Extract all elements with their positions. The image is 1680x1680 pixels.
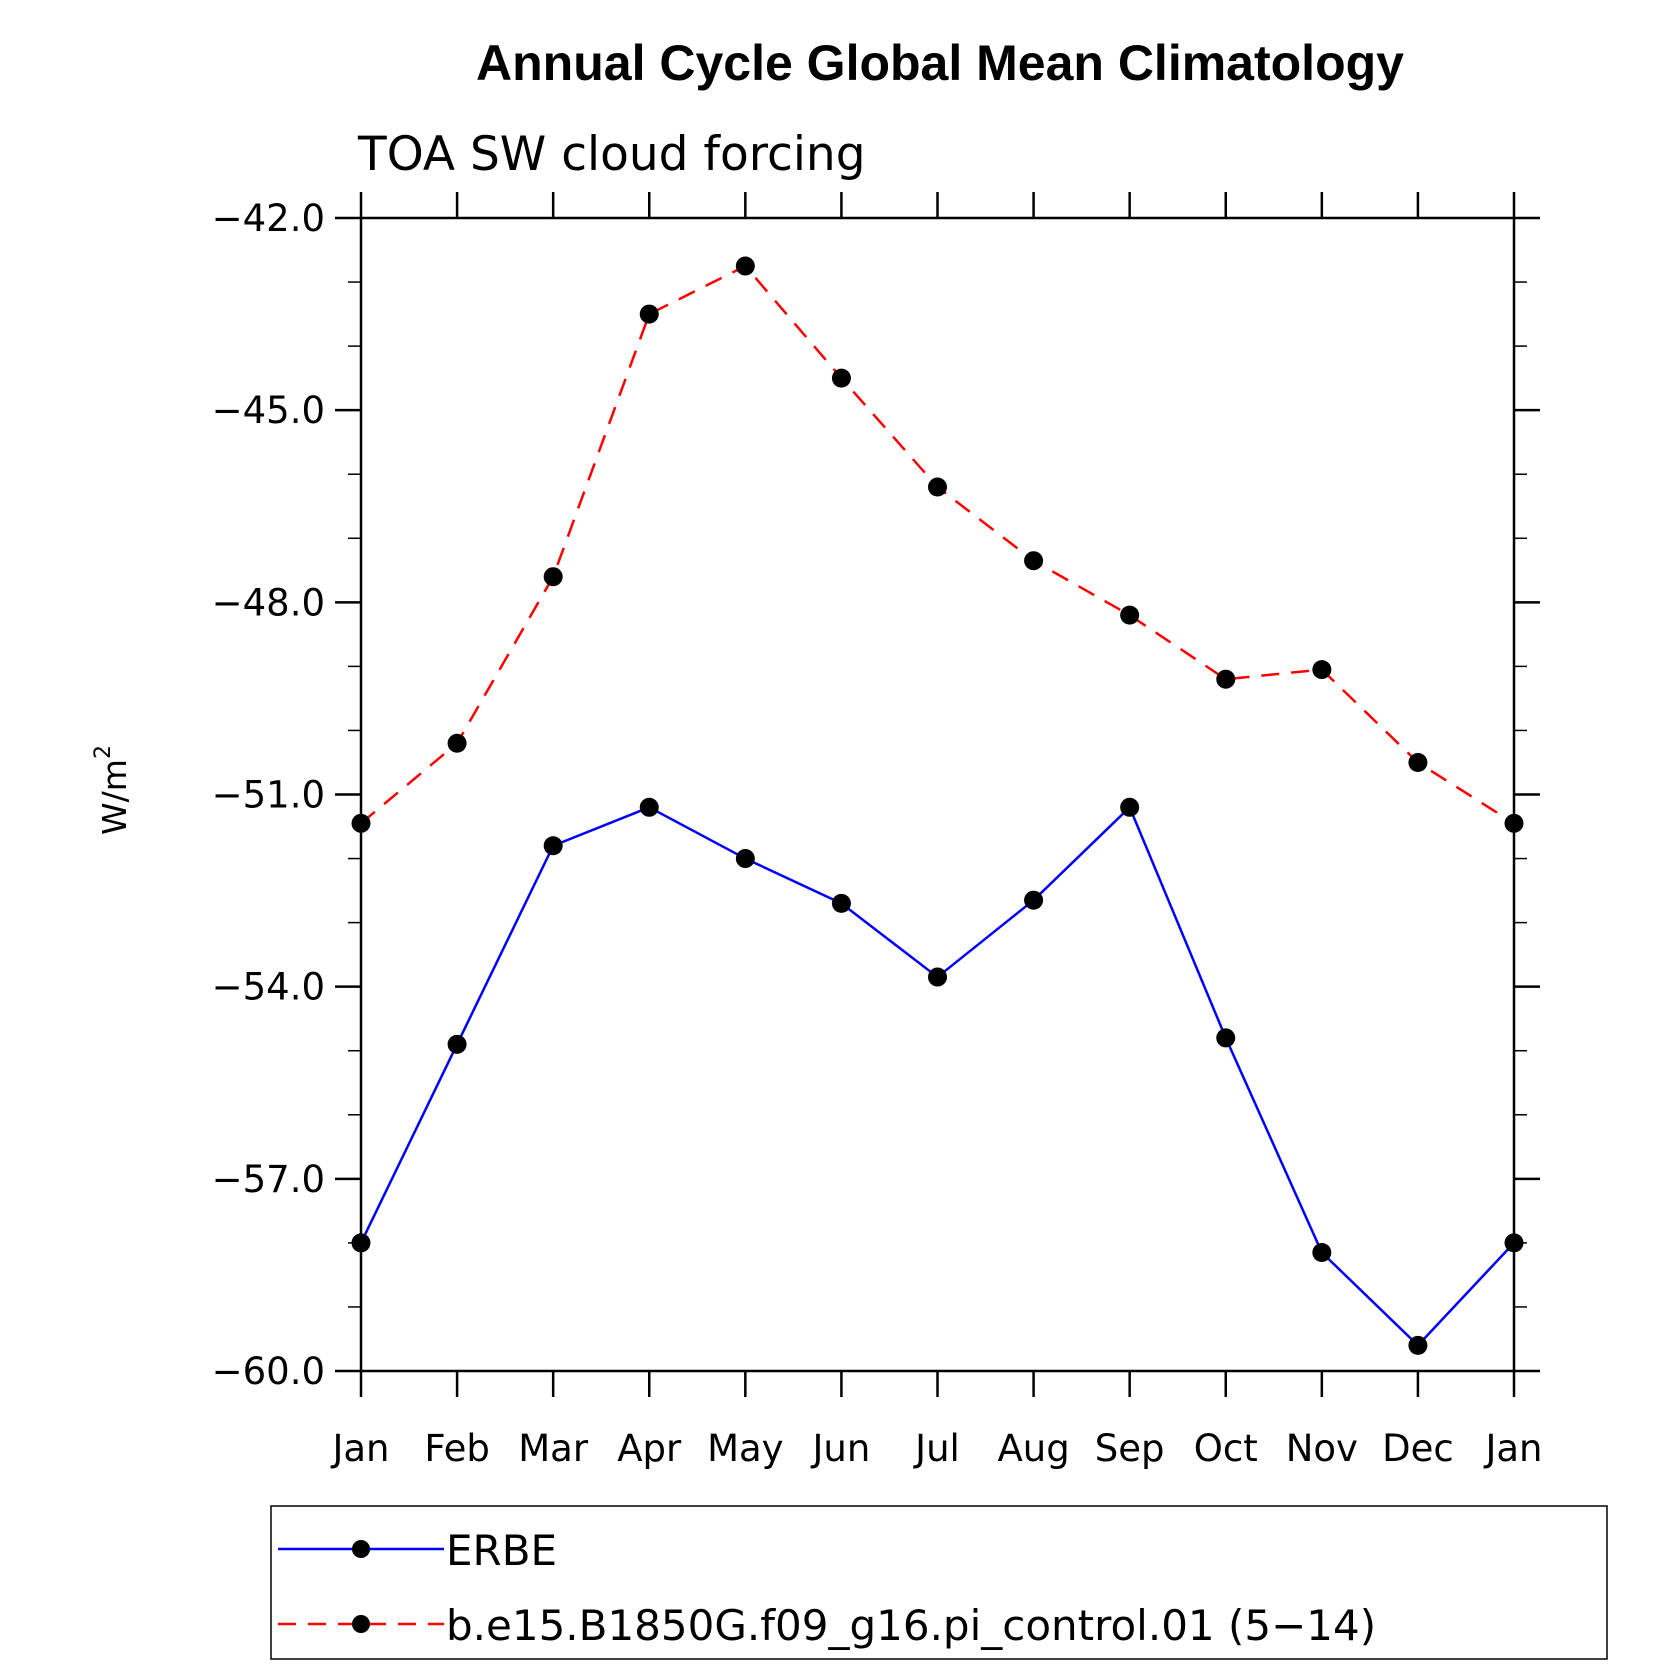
x-tick-label: Dec (1382, 1427, 1454, 1470)
data-point-series-0 (1408, 1335, 1428, 1355)
data-point-series-1 (831, 368, 851, 388)
x-tick-label: Oct (1194, 1427, 1258, 1470)
data-point-series-0 (928, 967, 947, 987)
y-tick-label: −54.0 (212, 966, 325, 1009)
legend-marker-erbe (352, 1540, 370, 1558)
data-point-series-0 (1024, 890, 1044, 910)
x-tick-label: May (707, 1427, 784, 1470)
data-point-series-1 (1216, 669, 1236, 689)
axes: Jan Feb Mar Apr May Jun Jul Aug Sep Oct Nov Dec Jan−… (212, 192, 1543, 1470)
legend-box (270, 1505, 1608, 1660)
data-point-series-0 (831, 893, 851, 913)
y-tick-label: −60.0 (212, 1350, 325, 1393)
plot-frame (359, 216, 1516, 1373)
chart-title: Annual Cycle Global Mean Climatology (476, 35, 1404, 91)
data-point-series-1 (735, 256, 755, 276)
y-tick-label: −42.0 (212, 197, 325, 240)
x-tick-label: Apr (617, 1427, 682, 1470)
legend-label-model: b.e15.B1850G.f09_g16.pi_control.01 (5−14… (446, 1601, 1376, 1650)
legend-marker-model (352, 1615, 370, 1633)
data-point-series-1 (543, 567, 563, 587)
x-tick-label: Jul (913, 1427, 960, 1470)
data-point-series-1 (447, 733, 467, 753)
data-point-series-0 (1312, 1242, 1332, 1262)
legend-label-erbe: ERBE (446, 1526, 557, 1575)
y-tick-label: −57.0 (212, 1158, 325, 1201)
y-axis-label-text: W/m (95, 759, 134, 835)
x-tick-label: Jan (1483, 1427, 1542, 1470)
y-axis-label-superscript: 2 (91, 745, 116, 759)
y-tick-label: −51.0 (212, 774, 325, 817)
legend-entry-model: b.e15.B1850G.f09_g16.pi_control.01 (5−14… (278, 1601, 1376, 1650)
series-line-1 (360, 264, 1515, 825)
data-point-series-1 (639, 304, 659, 324)
x-tick-label: Jan (330, 1427, 389, 1470)
svg-text:W/m2: W/m2 (91, 745, 134, 835)
data-point-series-1 (1120, 605, 1140, 625)
data-point-series-0 (543, 836, 563, 856)
data-point-series-1 (1504, 813, 1524, 833)
data-point-series-0 (351, 1233, 371, 1253)
x-tick-label: Jun (811, 1427, 871, 1470)
x-tick-label: Nov (1286, 1427, 1358, 1470)
legend-entry-erbe: ERBE (278, 1526, 557, 1575)
data-point-series-0 (639, 797, 659, 817)
data-point-series-1 (1024, 551, 1044, 571)
y-tick-label: −48.0 (212, 581, 325, 624)
data-point-series-0 (447, 1034, 467, 1054)
x-tick-label: Mar (518, 1427, 589, 1470)
data-point-series-1 (1312, 660, 1332, 680)
chart-subtitle: TOA SW cloud forcing (357, 127, 866, 182)
data-point-series-0 (1216, 1028, 1236, 1048)
series-layer (351, 256, 1524, 1355)
data-point-series-1 (351, 813, 371, 833)
x-tick-label: Sep (1095, 1427, 1165, 1470)
data-point-series-0 (735, 849, 755, 869)
y-tick-label: −45.0 (212, 389, 325, 432)
series-line-0 (359, 806, 1515, 1347)
y-axis-label: W/m2 (91, 745, 134, 835)
data-point-series-0 (1504, 1233, 1524, 1253)
data-point-series-1 (928, 477, 947, 497)
x-tick-label: Aug (997, 1427, 1069, 1470)
data-point-series-1 (1408, 752, 1428, 772)
x-tick-label: Feb (424, 1427, 490, 1470)
data-point-series-0 (1120, 797, 1140, 817)
